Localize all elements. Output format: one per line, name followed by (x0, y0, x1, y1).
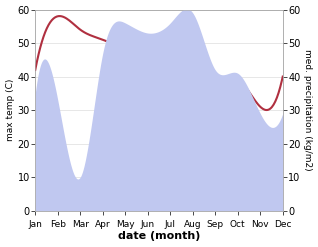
X-axis label: date (month): date (month) (118, 231, 200, 242)
Y-axis label: med. precipitation (kg/m2): med. precipitation (kg/m2) (303, 49, 313, 171)
Y-axis label: max temp (C): max temp (C) (5, 79, 15, 141)
